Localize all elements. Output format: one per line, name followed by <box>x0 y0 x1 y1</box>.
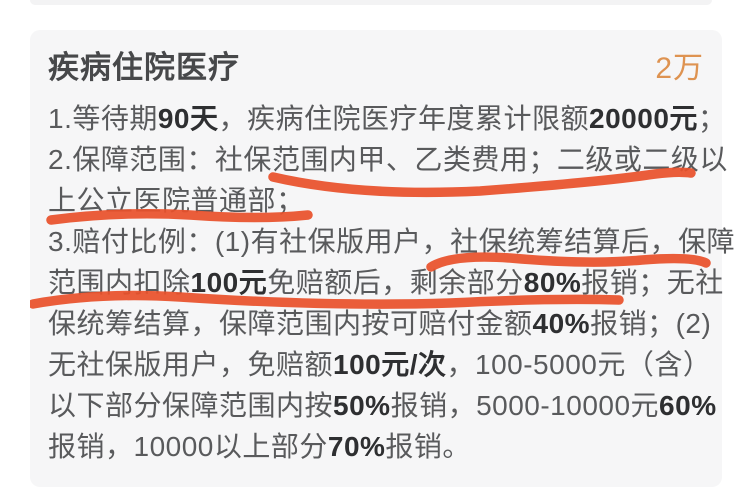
text-segment: 报销。 <box>385 431 471 462</box>
text-segment: 100元/次 <box>333 349 447 380</box>
text-segment: 以下部分保障范围内按 <box>48 390 334 421</box>
text-line: 2.保障范围：社保范围内甲、乙类费用；二级或二级以 <box>48 139 727 180</box>
text-segment: 报销；(2) <box>590 308 712 339</box>
coverage-amount: 2万 <box>655 52 704 85</box>
text-segment: 报销；无社 <box>581 267 724 298</box>
text-segment: 20000元 <box>589 103 698 134</box>
text-segment: 80% <box>523 267 582 298</box>
previous-card-bottom-edge <box>30 0 712 5</box>
text-segment: 50% <box>333 390 391 421</box>
text-segment: 90天 <box>157 103 219 134</box>
text-segment: 3.赔付比例：(1)有社保版用户，社保统筹结算后，保障 <box>48 226 736 257</box>
text-line: 保统筹结算，保障范围内按可赔付金额40%报销；(2) <box>48 303 711 344</box>
text-segment: 无社保版用户，免赔额 <box>48 349 334 380</box>
text-segment: 1.等待期 <box>48 103 158 134</box>
text-line: 报销，10000以上部分70%报销。 <box>48 426 704 467</box>
text-line: 以下部分保障范围内按50%报销，5000-10000元60% <box>48 385 716 426</box>
text-line: 1.等待期90天，疾病住院医疗年度累计限额20000元； <box>48 98 726 139</box>
text-segment: 范围内扣除 <box>48 267 191 298</box>
text-segment: 上公立医院普通部； <box>48 185 305 216</box>
text-segment: 40% <box>532 308 591 339</box>
text-line: 无社保版用户，免赔额100元/次，100-5000元（含） <box>48 344 711 385</box>
text-line: 3.赔付比例：(1)有社保版用户，社保统筹结算后，保障 <box>48 221 735 262</box>
text-segment: ，疾病住院医疗年度累计限额 <box>218 103 590 134</box>
text-segment: 100元 <box>190 267 268 298</box>
benefit-card: 疾病住院医疗 2万 1.等待期90天，疾病住院医疗年度累计限额20000元； 2.… <box>30 30 735 487</box>
text-segment: ，100-5000元（含） <box>446 349 712 380</box>
text-line: 上公立医院普通部； <box>48 180 704 221</box>
text-line: 范围内扣除100元免赔额后，剩余部分80%报销；无社 <box>48 262 723 303</box>
text-segment: 70% <box>327 431 386 462</box>
text-segment: 报销，5000-10000元 <box>390 390 660 421</box>
text-segment: 2.保障范围：社保范围内甲、乙类费用；二级或二级以 <box>48 144 728 175</box>
text-segment: 保统筹结算，保障范围内按可赔付金额 <box>48 308 533 339</box>
text-segment: 60% <box>659 390 717 421</box>
card-header: 疾病住院医疗 2万 <box>48 50 704 86</box>
benefit-title: 疾病住院医疗 <box>48 50 240 85</box>
text-segment: 报销，10000以上部分 <box>48 431 328 462</box>
benefit-lines: 1.等待期90天，疾病住院医疗年度累计限额20000元； 2.保障范围：社保范围内… <box>48 98 735 467</box>
text-segment: 免赔额后，剩余部分 <box>267 267 524 298</box>
text-segment: ； <box>697 103 727 134</box>
